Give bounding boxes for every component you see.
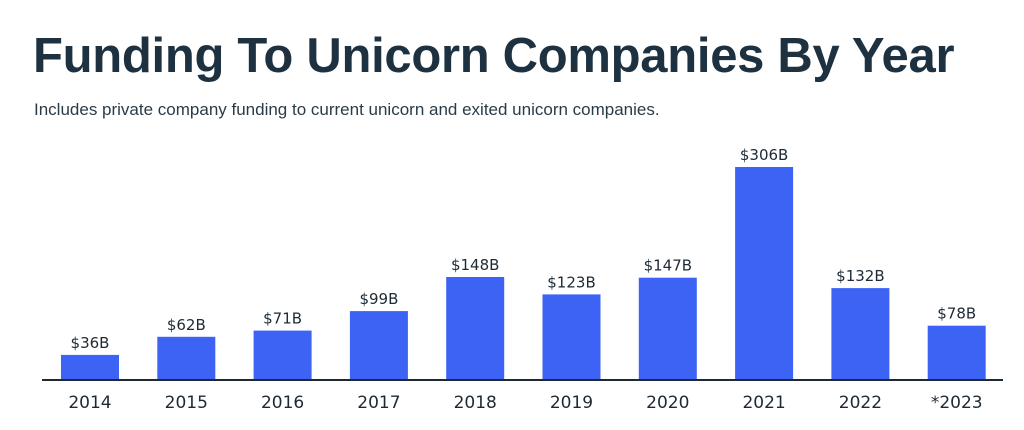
bars-layer — [61, 167, 986, 380]
x-tick-label-2016: 2016 — [261, 393, 304, 413]
bar-2014 — [61, 354, 119, 380]
bar-2022 — [831, 288, 890, 380]
x-tick-label-2015: 2015 — [165, 393, 208, 413]
chart-title: Funding To Unicorn Companies By Year — [33, 29, 955, 83]
bar-value-label-2018: $148B — [451, 256, 499, 274]
bar-2023 — [927, 325, 986, 380]
bar-2019 — [542, 294, 601, 380]
x-tick-label-2021: 2021 — [742, 393, 785, 413]
bar-value-label-2016: $71B — [263, 310, 302, 328]
bar-value-label-2023: $78B — [937, 305, 976, 323]
bar-2015 — [157, 336, 216, 380]
chart-subtitle: Includes private company funding to curr… — [34, 100, 660, 119]
ticks-layer: 2014 2015 2016 2017 2018 2019 2020 2021 2022 *202… — [68, 393, 982, 413]
bar-value-label-2015: $62B — [167, 316, 206, 334]
bar-value-label-2021: $306B — [740, 146, 788, 164]
bar-value-label-2017: $99B — [359, 290, 398, 308]
bar-value-label-2020: $147B — [644, 257, 692, 275]
bar-2021 — [735, 167, 794, 380]
x-tick-label-2022: 2022 — [839, 393, 882, 413]
labels-layer: $36B $62B $71B $99B $148B $123B $147B $306B $132… — [71, 146, 977, 352]
x-tick-label-2019: 2019 — [550, 393, 593, 413]
bar-value-label-2014: $36B — [71, 334, 110, 352]
bar-2017 — [349, 311, 408, 380]
x-tick-label-2017: 2017 — [357, 393, 400, 413]
x-tick-label-2023: *2023 — [931, 393, 983, 413]
bar-value-label-2019: $123B — [547, 273, 595, 291]
bar-2018 — [446, 277, 505, 380]
x-tick-label-2014: 2014 — [68, 393, 111, 413]
x-tick-label-2020: 2020 — [646, 393, 689, 413]
bar-2016 — [253, 330, 312, 380]
bar-2020 — [638, 277, 697, 380]
bar-value-label-2022: $132B — [836, 267, 884, 285]
x-tick-label-2018: 2018 — [454, 393, 497, 413]
